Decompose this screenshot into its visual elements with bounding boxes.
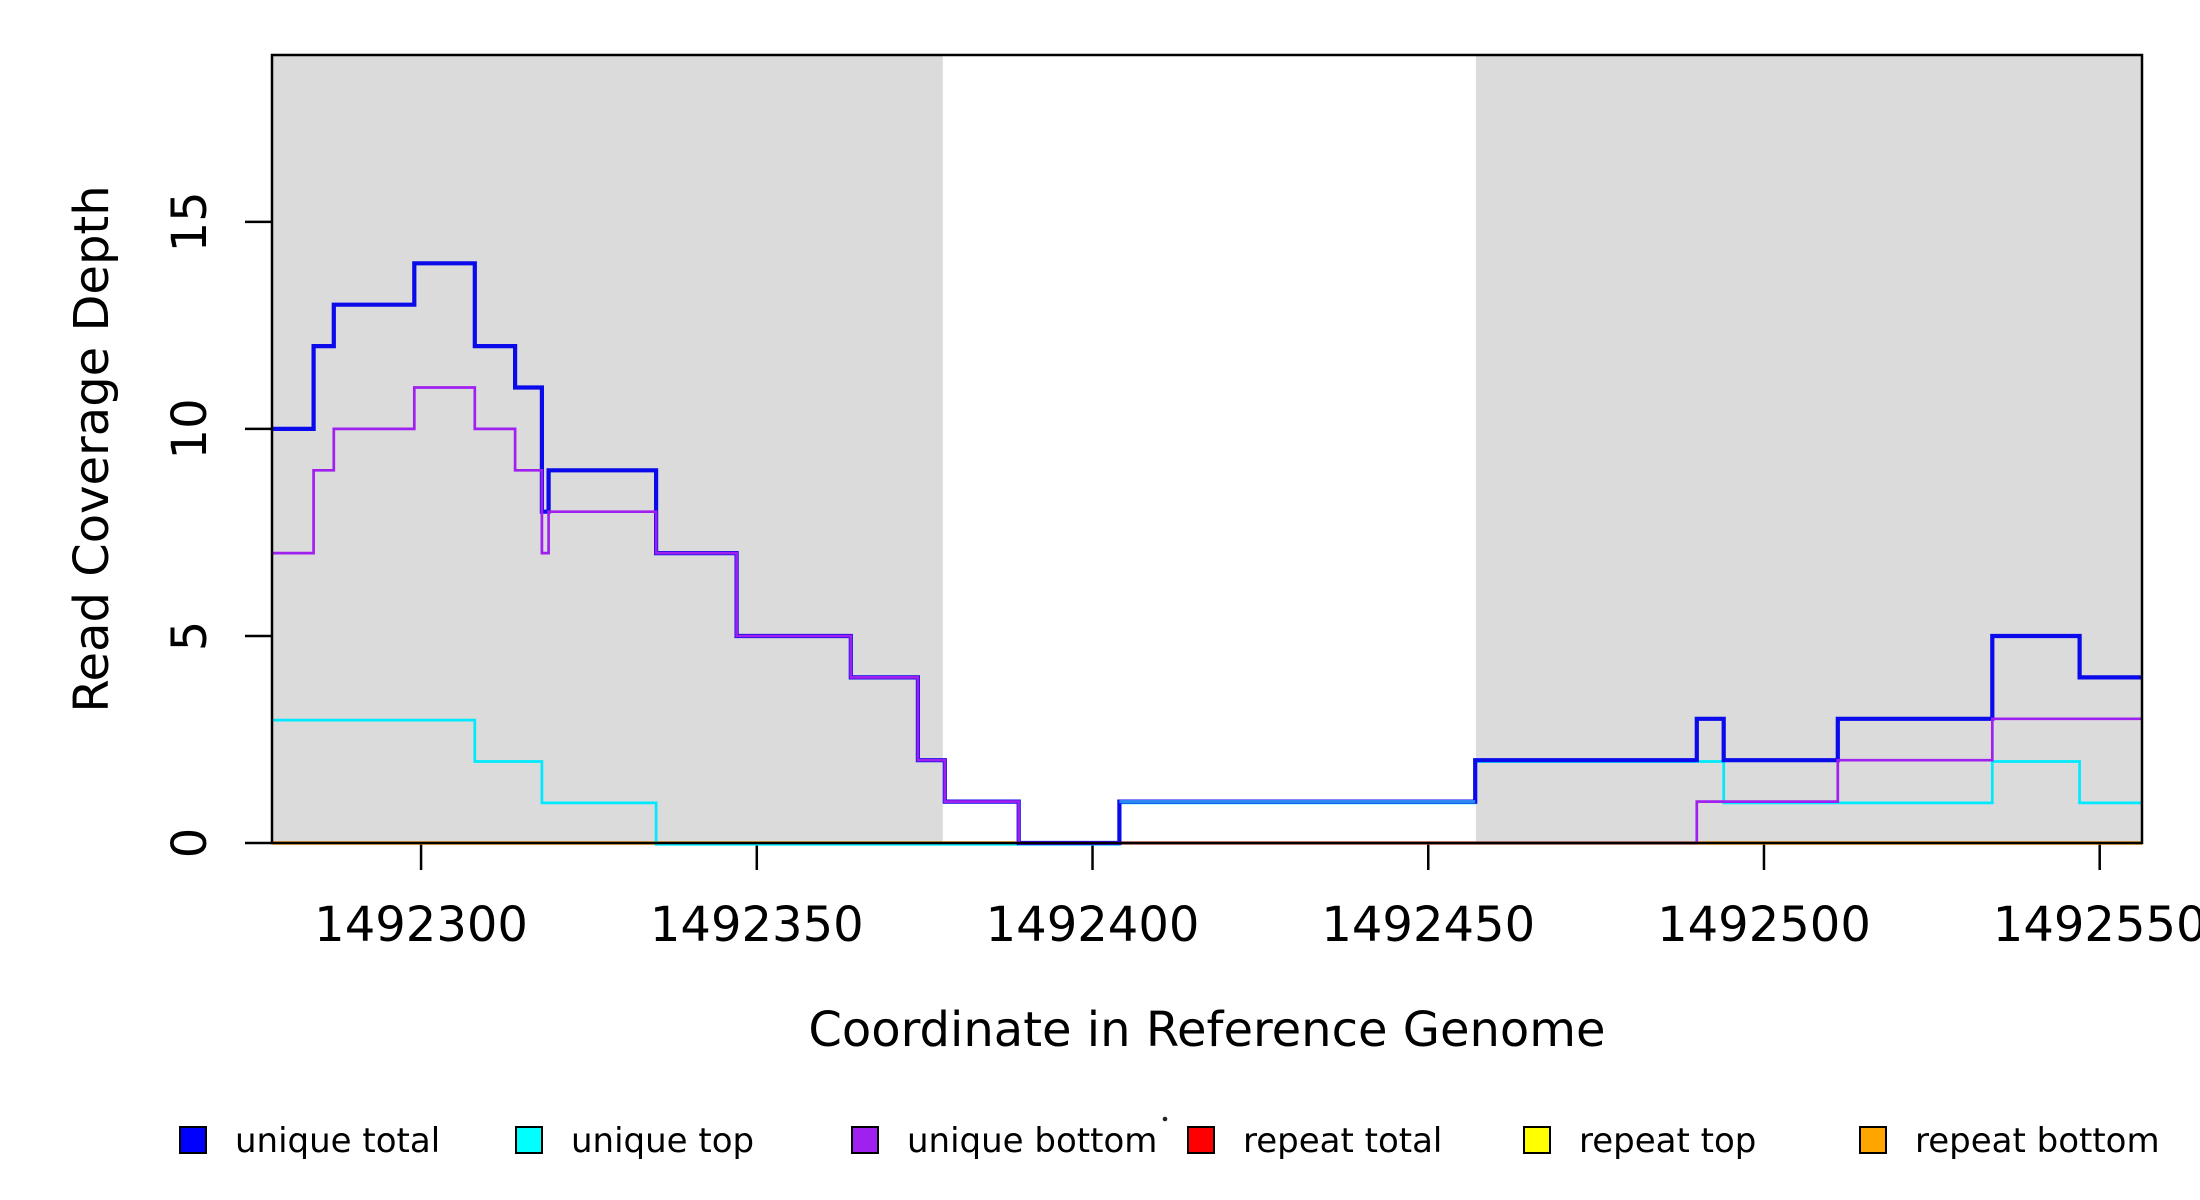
y-tick-label: 10 [162,398,218,459]
legend: unique total unique top unique bottom repea… [179,1116,2160,1161]
legend-item-unique-top: unique top [515,1121,754,1161]
legend-item-repeat-total: repeat total [1187,1121,1442,1161]
legend-item-repeat-top: repeat top [1523,1121,1756,1161]
x-tick-label: 1492300 [314,897,528,953]
x-tick-label: 1492450 [1321,897,1535,953]
plot-border [270,53,2144,845]
plot-box [270,53,2144,845]
legend-label: repeat top [1579,1121,1756,1161]
x-tick-label: 1492400 [986,897,1200,953]
y-axis-title: Read Coverage Depth [64,185,120,712]
legend-item-unique-total: unique total [179,1121,440,1161]
axis-ticks: 1492300 1492350 1492400 1492450 1492500 14925… [162,191,2200,953]
stray-dot [1162,1116,1168,1122]
x-axis-title: Coordinate in Reference Genome [808,1002,1605,1058]
legend-item-unique-bottom: unique bottom [851,1121,1157,1161]
repeat-region-band-2 [1475,55,2142,843]
series-unique-bottom [272,386,2142,845]
x-tick-label: 1492500 [1657,897,1871,953]
y-tick-label: 15 [162,191,218,252]
legend-swatch [1187,1126,1215,1154]
legend-swatch [515,1126,543,1154]
legend-swatch [179,1126,207,1154]
repeat-region-shading [272,55,2142,843]
legend-label: repeat total [1243,1121,1442,1161]
x-tick-label: 1492550 [1993,897,2200,953]
x-tick-label: 1492350 [650,897,864,953]
legend-swatch [851,1126,879,1154]
legend-swatch [1523,1126,1551,1154]
series-path [272,386,2142,845]
legend-label: unique bottom [907,1121,1157,1161]
y-tick-label: 0 [162,828,218,859]
legend-swatch [1859,1126,1887,1154]
repeat-region-band-1 [272,55,943,843]
y-tick-label: 5 [162,621,218,652]
legend-label: unique top [571,1121,754,1161]
legend-label: unique total [235,1121,440,1161]
legend-item-repeat-bottom: repeat bottom [1859,1121,2160,1161]
legend-label: repeat bottom [1915,1121,2160,1161]
